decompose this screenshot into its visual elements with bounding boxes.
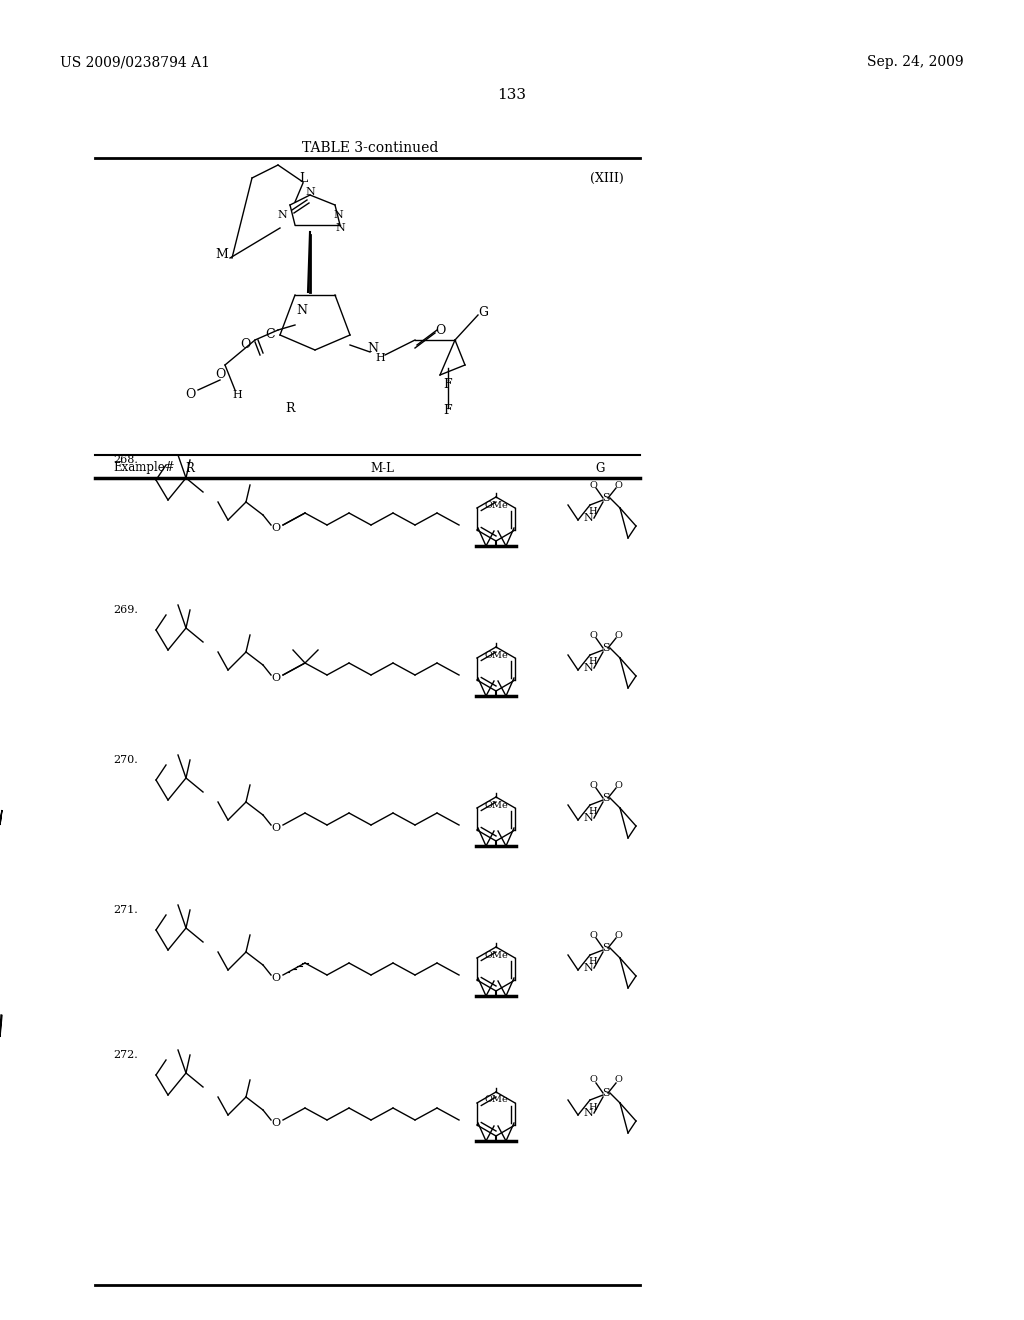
Text: S: S — [602, 1088, 610, 1098]
Text: N: N — [305, 187, 314, 197]
Text: N: N — [583, 964, 593, 973]
Text: M: M — [216, 248, 228, 261]
Text: H: H — [589, 657, 597, 667]
Text: O: O — [589, 1076, 597, 1085]
Text: O: O — [589, 480, 597, 490]
Text: O: O — [589, 931, 597, 940]
Text: O: O — [184, 388, 196, 401]
Text: G: G — [595, 462, 604, 474]
Text: 133: 133 — [498, 88, 526, 102]
Text: N: N — [297, 304, 307, 317]
Text: O: O — [435, 323, 445, 337]
Text: G: G — [478, 305, 488, 318]
Text: O: O — [271, 822, 281, 833]
Text: N: N — [583, 663, 593, 673]
Text: 271.: 271. — [113, 906, 138, 915]
Text: OMe: OMe — [484, 1096, 508, 1105]
Text: OMe: OMe — [484, 800, 508, 809]
Text: H: H — [589, 957, 597, 966]
Text: H: H — [375, 352, 385, 363]
Text: R: R — [286, 401, 295, 414]
Text: O: O — [589, 780, 597, 789]
Text: N: N — [278, 210, 287, 220]
Text: 272.: 272. — [113, 1049, 138, 1060]
Text: S: S — [602, 942, 610, 953]
Text: O: O — [614, 931, 622, 940]
Text: O: O — [271, 673, 281, 682]
Text: S: S — [602, 643, 610, 653]
Text: S: S — [602, 793, 610, 803]
Text: 268.: 268. — [113, 455, 138, 465]
Text: N: N — [583, 813, 593, 822]
Text: R: R — [185, 462, 194, 474]
Text: O: O — [614, 480, 622, 490]
Text: O: O — [271, 1118, 281, 1129]
Text: H: H — [232, 389, 242, 400]
Text: O: O — [614, 780, 622, 789]
Text: N: N — [333, 210, 343, 220]
Text: L: L — [299, 172, 307, 185]
Text: H: H — [589, 808, 597, 817]
Text: C: C — [265, 329, 274, 342]
Text: O: O — [271, 973, 281, 983]
Text: 269.: 269. — [113, 605, 138, 615]
Text: N: N — [583, 1107, 593, 1118]
Text: O: O — [614, 1076, 622, 1085]
Text: N: N — [583, 513, 593, 523]
Text: S: S — [602, 492, 610, 503]
Text: Sep. 24, 2009: Sep. 24, 2009 — [867, 55, 964, 69]
Text: M-L: M-L — [370, 462, 394, 474]
Text: TABLE 3-continued: TABLE 3-continued — [302, 141, 438, 154]
Text: O: O — [240, 338, 250, 351]
Text: (XIII): (XIII) — [590, 172, 624, 185]
Text: OMe: OMe — [484, 950, 508, 960]
Text: N: N — [335, 223, 345, 234]
Text: F: F — [443, 404, 453, 417]
Text: O: O — [589, 631, 597, 639]
Text: H: H — [589, 1102, 597, 1111]
Text: N: N — [368, 342, 379, 355]
Polygon shape — [0, 1015, 2, 1038]
Text: 270.: 270. — [113, 755, 138, 766]
Text: F: F — [443, 379, 453, 392]
Text: OMe: OMe — [484, 651, 508, 660]
Text: US 2009/0238794 A1: US 2009/0238794 A1 — [60, 55, 210, 69]
Text: O: O — [215, 368, 225, 381]
Polygon shape — [0, 810, 2, 825]
Text: OMe: OMe — [484, 500, 508, 510]
Text: Example#: Example# — [113, 462, 175, 474]
Text: O: O — [614, 631, 622, 639]
Text: O: O — [271, 523, 281, 533]
Text: H: H — [589, 507, 597, 516]
